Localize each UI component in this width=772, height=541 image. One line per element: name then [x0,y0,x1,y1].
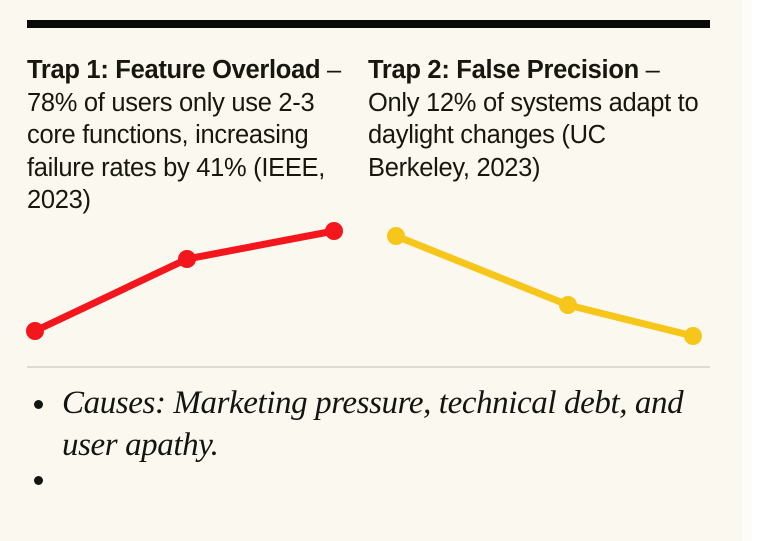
bullet-list: Causes: Marketing pressure, technical de… [27,382,710,496]
trap-2-column: Trap 2: False Precision – Only 12% of sy… [368,54,709,184]
trap-2-title: Trap 2: False Precision [368,56,639,84]
bullets-divider [27,366,710,368]
trap-1-text: Trap 1: Feature Overload – 78% of users … [27,54,348,217]
top-rule-divider [27,20,710,28]
panel-right-gutter [742,0,752,541]
trap-1-title: Trap 1: Feature Overload [27,56,321,84]
trap-2-text: Trap 2: False Precision – Only 12% of sy… [368,54,709,184]
trap-1-body: – 78% of users only use 2-3 core functio… [27,56,341,214]
list-item [27,466,710,496]
trap-2-body: – Only 12% of systems adapt to daylight … [368,56,699,182]
trap-1-column: Trap 1: Feature Overload – 78% of users … [27,54,368,217]
list-item: Causes: Marketing pressure, technical de… [27,382,710,466]
trap-columns: Trap 1: Feature Overload – 78% of users … [27,54,710,217]
